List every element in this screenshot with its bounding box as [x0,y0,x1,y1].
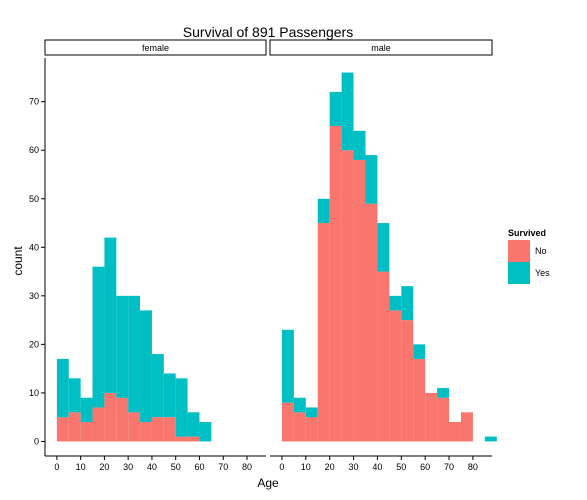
panel-female: female 0 10 20 30 40 50 60 70 80 [44,39,267,472]
bar-female-yes-55 [187,412,200,437]
x-tick-label-male-80: 80 [468,462,478,472]
bar-male-yes-85 [484,436,497,442]
x-tick-label-male-30: 30 [349,462,359,472]
x-tick-label-male-0: 0 [279,462,284,472]
bar-female-no-15 [92,407,105,442]
x-tick-label-female-80: 80 [242,462,252,472]
bar-female-no-10 [80,422,93,442]
bar-male-yes-25 [341,72,354,151]
bar-male-no-50 [401,320,414,442]
x-tick-label-female-50: 50 [171,462,181,472]
bar-male-no-30 [353,159,366,442]
strip-label-male: male [371,43,391,53]
bar-male-yes-20 [329,91,342,126]
bar-male-no-25 [341,150,354,442]
bar-female-yes-20 [104,237,117,393]
chart-title: Survival of 891 Passengers [183,24,353,40]
bar-female-yes-10 [80,397,93,423]
bar-male-yes-10 [305,407,318,418]
y-tick-label-20: 20 [29,339,39,349]
bar-male-yes-65 [437,388,450,398]
facet-panels: female 0 10 20 30 40 50 60 70 80 male 0 10 20 30 40 50 60… [44,39,497,472]
bar-female-no-35 [140,422,152,442]
y-tick-label-40: 40 [29,242,39,252]
bar-male-no-70 [449,422,461,442]
bar-male-no-55 [413,358,426,442]
legend-swatch-yes [508,262,530,284]
y-tick-label-50: 50 [29,194,39,204]
bar-male-yes-55 [413,344,426,359]
legend-label-no: No [535,246,547,256]
bar-female-yes-45 [163,373,176,418]
bar-male-yes-5 [293,397,306,413]
bar-male-yes-40 [377,223,390,272]
legend: Survived No Yes [508,228,550,284]
strip-female [44,39,267,56]
x-tick-label-female-60: 60 [194,462,204,472]
bar-female-yes-15 [92,266,105,408]
x-tick-label-male-50: 50 [396,462,406,472]
y-tick-label-10: 10 [29,388,39,398]
bar-female-yes-25 [116,295,129,398]
bar-female-yes-40 [151,354,164,418]
x-tick-label-female-40: 40 [147,462,157,472]
y-tick-label-70: 70 [29,97,39,107]
y-axis-title: count [11,246,25,276]
bar-female-yes-5 [68,378,81,413]
bar-female-no-40 [151,417,164,442]
bar-male-yes-35 [365,155,378,204]
bar-male-no-40 [377,271,390,442]
legend-swatch-no [508,240,530,262]
bar-female-no-55 [187,436,200,442]
legend-label-yes: Yes [535,268,550,278]
bar-female-yes-30 [128,295,141,413]
bar-female-no-5 [68,412,81,442]
y-tick-label-0: 0 [34,436,39,446]
bar-female-no-20 [104,392,117,442]
bar-male-yes-15 [317,198,330,224]
bar-female-no-25 [116,397,129,442]
bar-male-no-20 [329,125,342,442]
x-tick-label-male-60: 60 [420,462,430,472]
bar-male-no-65 [437,397,450,442]
x-axis-title: Age [257,476,279,490]
x-tick-label-female-70: 70 [218,462,228,472]
bar-male-yes-0 [281,329,294,403]
panel-male: male 0 10 20 30 40 50 60 70 80 [269,39,497,472]
bar-male-no-45 [389,310,402,442]
bar-male-yes-30 [353,130,366,160]
x-tick-label-male-10: 10 [301,462,311,472]
x-tick-label-female-0: 0 [54,462,59,472]
bar-male-no-75 [460,412,473,442]
bar-female-no-0 [56,417,69,442]
y-tick-label-60: 60 [29,145,39,155]
bar-female-yes-50 [175,378,188,437]
y-axis: 0 10 20 30 40 50 60 70 [29,58,46,456]
bar-female-no-45 [163,417,176,442]
legend-title: Survived [508,228,546,238]
bar-male-no-60 [425,392,438,442]
x-tick-label-male-40: 40 [372,462,382,472]
x-tick-label-female-20: 20 [99,462,109,472]
bar-male-no-35 [365,203,378,442]
bar-female-yes-35 [140,310,152,423]
bar-female-no-50 [175,436,188,442]
x-tick-label-male-20: 20 [325,462,335,472]
x-tick-label-male-70: 70 [444,462,454,472]
y-tick-label-30: 30 [29,291,39,301]
bar-male-yes-45 [389,295,402,311]
bar-female-yes-60 [199,422,212,442]
bar-male-no-10 [305,417,318,442]
bar-male-no-15 [317,223,330,442]
bar-female-no-30 [128,412,141,442]
x-tick-label-female-10: 10 [76,462,86,472]
bar-male-no-0 [281,402,294,442]
bar-male-no-5 [293,412,306,442]
strip-male [269,39,493,56]
strip-label-female: female [142,43,169,53]
x-tick-label-female-30: 30 [123,462,133,472]
bar-male-yes-50 [401,286,414,321]
bar-female-yes-0 [56,358,69,418]
